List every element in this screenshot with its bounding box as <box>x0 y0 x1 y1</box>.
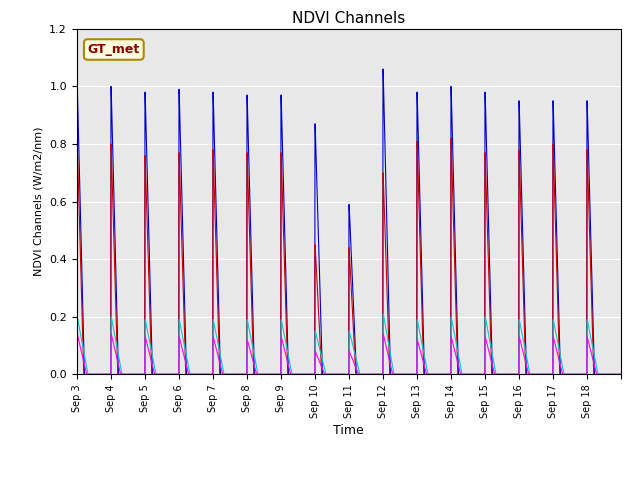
NDVI_810in <box>611 372 618 377</box>
X-axis label: Time: Time <box>333 423 364 436</box>
NDVI_650in <box>73 135 81 141</box>
Line: NDVI_810in: NDVI_810in <box>77 69 621 374</box>
NDVI_650in <box>419 324 426 329</box>
NDVI_810out <box>419 343 426 348</box>
NDVI_650out <box>73 372 81 377</box>
NDVI_650out <box>74 331 81 337</box>
NDVI_810out <box>380 311 387 317</box>
NDVI_810in <box>617 372 625 377</box>
NDVI_650in <box>184 372 192 377</box>
NDVI_650out <box>617 372 625 377</box>
NDVI_650out <box>611 372 618 377</box>
Line: NDVI_650in: NDVI_650in <box>77 138 621 374</box>
NDVI_650in <box>534 372 541 377</box>
NDVI_810out <box>73 372 81 377</box>
NDVI_650in <box>617 372 625 377</box>
NDVI_810out <box>617 372 625 377</box>
NDVI_810out <box>534 372 541 377</box>
NDVI_810out <box>611 372 618 377</box>
NDVI_810in <box>379 66 387 72</box>
NDVI_650in <box>611 372 618 377</box>
NDVI_650out <box>534 372 541 377</box>
NDVI_650in <box>467 372 474 377</box>
Title: NDVI Channels: NDVI Channels <box>292 11 405 26</box>
NDVI_650out <box>467 372 474 377</box>
NDVI_810out <box>501 372 509 377</box>
NDVI_810in <box>184 372 192 377</box>
NDVI_810in <box>467 372 474 377</box>
Line: NDVI_650out: NDVI_650out <box>77 334 621 374</box>
NDVI_650out <box>419 356 426 361</box>
NDVI_650in <box>501 372 509 377</box>
NDVI_650out <box>184 370 192 376</box>
Line: NDVI_810out: NDVI_810out <box>77 314 621 374</box>
NDVI_810in <box>73 372 81 377</box>
NDVI_650out <box>501 372 509 377</box>
NDVI_810out <box>184 362 192 368</box>
NDVI_810in <box>419 293 426 299</box>
NDVI_810out <box>467 372 474 377</box>
Text: GT_met: GT_met <box>88 43 140 56</box>
NDVI_650in <box>73 372 81 377</box>
NDVI_810in <box>501 372 509 377</box>
NDVI_810in <box>534 372 541 377</box>
Y-axis label: NDVI Channels (W/m2/nm): NDVI Channels (W/m2/nm) <box>34 127 44 276</box>
